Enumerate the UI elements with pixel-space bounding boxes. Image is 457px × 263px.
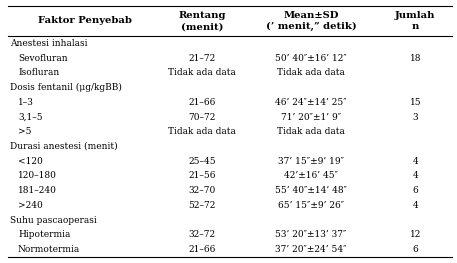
Text: Anestesi inhalasi: Anestesi inhalasi — [10, 39, 87, 48]
Text: Jumlah
n: Jumlah n — [395, 11, 436, 31]
Text: 52–72: 52–72 — [189, 201, 216, 210]
Text: >240: >240 — [18, 201, 43, 210]
Text: 4: 4 — [413, 201, 418, 210]
Text: 3,1–5: 3,1–5 — [18, 113, 43, 122]
Text: Hipotermia: Hipotermia — [18, 230, 70, 239]
Text: >5: >5 — [18, 127, 32, 136]
Text: 18: 18 — [409, 54, 421, 63]
Text: Mean±SD
(’ menit,” detik): Mean±SD (’ menit,” detik) — [266, 11, 356, 31]
Text: <120: <120 — [18, 157, 43, 166]
Text: 181–240: 181–240 — [18, 186, 57, 195]
Text: Normotermia: Normotermia — [18, 245, 80, 254]
Text: 21–66: 21–66 — [189, 245, 216, 254]
Text: 15: 15 — [409, 98, 421, 107]
Text: 37’ 15″±9’ 19″: 37’ 15″±9’ 19″ — [278, 157, 344, 166]
Text: Tidak ada data: Tidak ada data — [168, 68, 236, 77]
Text: 6: 6 — [413, 245, 418, 254]
Text: 37’ 20″±24’ 54″: 37’ 20″±24’ 54″ — [275, 245, 347, 254]
Text: 21–72: 21–72 — [189, 54, 216, 63]
Text: 21–66: 21–66 — [189, 98, 216, 107]
Text: 70–72: 70–72 — [189, 113, 216, 122]
Text: Tidak ada data: Tidak ada data — [277, 68, 345, 77]
Text: Rentang
(menit): Rentang (menit) — [179, 11, 226, 31]
Text: Sevofluran: Sevofluran — [18, 54, 68, 63]
Text: Tidak ada data: Tidak ada data — [168, 127, 236, 136]
Text: 32–70: 32–70 — [189, 186, 216, 195]
Text: Durasi anestesi (menit): Durasi anestesi (menit) — [10, 142, 117, 151]
Text: 25–45: 25–45 — [188, 157, 216, 166]
Text: 3: 3 — [413, 113, 418, 122]
Text: 71’ 20″±1’ 9″: 71’ 20″±1’ 9″ — [281, 113, 341, 122]
Text: Suhu pascaoperasi: Suhu pascaoperasi — [10, 216, 97, 225]
Text: 46’ 24″±14’ 25″: 46’ 24″±14’ 25″ — [275, 98, 347, 107]
Text: 32–72: 32–72 — [189, 230, 216, 239]
Text: Faktor Penyebab: Faktor Penyebab — [37, 17, 132, 26]
Text: 1–3: 1–3 — [18, 98, 34, 107]
Text: 65’ 15″±9’ 26″: 65’ 15″±9’ 26″ — [278, 201, 344, 210]
Text: 120–180: 120–180 — [18, 171, 57, 180]
Text: 53’ 20″±13’ 37″: 53’ 20″±13’ 37″ — [275, 230, 347, 239]
Text: 12: 12 — [409, 230, 421, 239]
Text: 4: 4 — [413, 171, 418, 180]
Text: 6: 6 — [413, 186, 418, 195]
Text: 21–56: 21–56 — [188, 171, 216, 180]
Text: 42’±16’ 45″: 42’±16’ 45″ — [284, 171, 338, 180]
Text: 55’ 40″±14’ 48″: 55’ 40″±14’ 48″ — [275, 186, 347, 195]
Text: 4: 4 — [413, 157, 418, 166]
Text: 50’ 40″±16’ 12″: 50’ 40″±16’ 12″ — [275, 54, 347, 63]
Text: Dosis fentanil (μg/kgBB): Dosis fentanil (μg/kgBB) — [10, 83, 122, 92]
Text: Isofluran: Isofluran — [18, 68, 59, 77]
Text: Tidak ada data: Tidak ada data — [277, 127, 345, 136]
